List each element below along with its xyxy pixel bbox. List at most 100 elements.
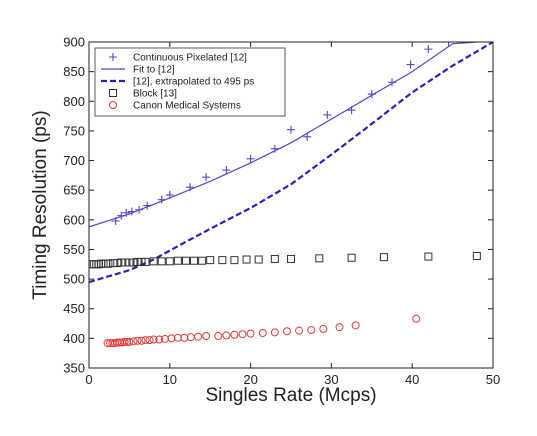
series-line — [89, 42, 477, 228]
data-point — [194, 332, 203, 341]
data-point — [104, 259, 113, 268]
data-point — [230, 330, 239, 339]
data-point — [186, 333, 195, 342]
data-point — [89, 260, 98, 269]
data-point — [113, 259, 122, 268]
data-point — [319, 324, 328, 333]
data-point — [149, 335, 158, 344]
data-point — [167, 334, 176, 343]
data-point — [180, 333, 189, 342]
data-point — [129, 337, 138, 346]
y-tick-label: 650 — [63, 183, 85, 198]
data-point — [242, 255, 251, 264]
data-point — [218, 256, 227, 265]
plot-frame — [88, 41, 494, 369]
data-point — [190, 256, 199, 265]
data-point — [206, 256, 215, 265]
data-point — [137, 257, 146, 266]
data-point — [323, 110, 332, 119]
x-tick-label: 50 — [486, 372, 500, 387]
data-point — [141, 336, 150, 345]
data-point — [173, 333, 182, 342]
data-point — [129, 258, 138, 267]
x-tick-label: 40 — [405, 372, 419, 387]
y-tick-label: 750 — [63, 123, 85, 138]
data-point — [270, 254, 279, 263]
x-tick-label: 10 — [163, 372, 177, 387]
data-point — [214, 331, 223, 340]
legend-label: Block [13] — [133, 89, 177, 100]
data-point — [133, 257, 142, 266]
y-tick-label: 350 — [63, 361, 85, 376]
data-point — [202, 173, 211, 182]
y-tick-label: 600 — [63, 212, 85, 227]
data-point — [117, 258, 126, 267]
data-point — [160, 334, 169, 343]
data-point — [133, 336, 142, 345]
y-tick-label: 550 — [63, 242, 85, 257]
data-point — [101, 259, 110, 268]
data-point — [254, 255, 263, 264]
y-tick-label: 450 — [63, 301, 85, 316]
data-point — [303, 132, 312, 141]
legend-label: Canon Medical Systems — [133, 101, 241, 112]
data-point — [202, 331, 211, 340]
data-point — [412, 314, 421, 323]
data-point — [307, 326, 316, 335]
y-axis-title: Timing Resolution (ps) — [30, 110, 51, 299]
y-tick-label: 400 — [63, 331, 85, 346]
y-tick-label: 850 — [63, 64, 85, 79]
legend-label: Fit to [12] — [133, 65, 175, 76]
legend-box — [94, 47, 286, 117]
data-point — [181, 256, 190, 265]
data-point — [444, 42, 453, 46]
data-point — [230, 256, 239, 265]
legend-label: Continuous Pixelated [12] — [133, 53, 247, 64]
data-point — [120, 337, 129, 346]
data-point — [246, 154, 255, 163]
data-point — [258, 329, 267, 338]
legend-swatch — [109, 89, 117, 97]
data-point — [287, 254, 295, 263]
y-tick-label: 700 — [63, 153, 85, 168]
legend-swatch — [109, 101, 117, 109]
x-axis-title: Singles Rate (Mcps) — [205, 385, 376, 406]
data-point — [424, 252, 433, 261]
y-tick-label: 900 — [63, 35, 85, 50]
data-point — [379, 253, 388, 262]
data-point — [165, 257, 174, 266]
data-point — [222, 331, 231, 340]
data-point — [472, 251, 481, 260]
y-tick-label: 800 — [63, 94, 85, 109]
data-point — [347, 253, 356, 262]
data-point — [149, 257, 158, 266]
data-point — [351, 321, 360, 330]
x-tick-label: 0 — [85, 372, 92, 387]
data-point — [173, 256, 182, 265]
data-point — [198, 256, 207, 265]
y-tick-label: 500 — [63, 272, 85, 287]
data-point — [315, 254, 324, 263]
data-point — [270, 328, 279, 337]
x-tick-label: 30 — [324, 372, 338, 387]
data-point — [424, 45, 433, 54]
data-point — [137, 336, 146, 345]
legend-swatch — [109, 53, 117, 61]
data-point — [295, 326, 304, 335]
data-point — [141, 257, 150, 266]
data-point — [122, 337, 131, 346]
legend: Continuous Pixelated [12]Fit to [12][12]… — [94, 47, 286, 117]
data-point — [222, 166, 231, 175]
plot-area — [89, 42, 493, 348]
data-point — [246, 329, 255, 338]
data-point — [335, 323, 344, 332]
axes: 0 10 20 30 40 50 350 400 450 500 550 600 650 700 750 80… — [63, 35, 500, 388]
data-point — [125, 337, 134, 346]
legend-label: [12], extrapolated to 495 ps — [133, 77, 254, 88]
data-point — [157, 257, 166, 266]
data-point — [121, 258, 130, 267]
data-point — [282, 327, 291, 336]
data-point — [125, 258, 134, 267]
x-tick-label: 20 — [243, 372, 257, 387]
